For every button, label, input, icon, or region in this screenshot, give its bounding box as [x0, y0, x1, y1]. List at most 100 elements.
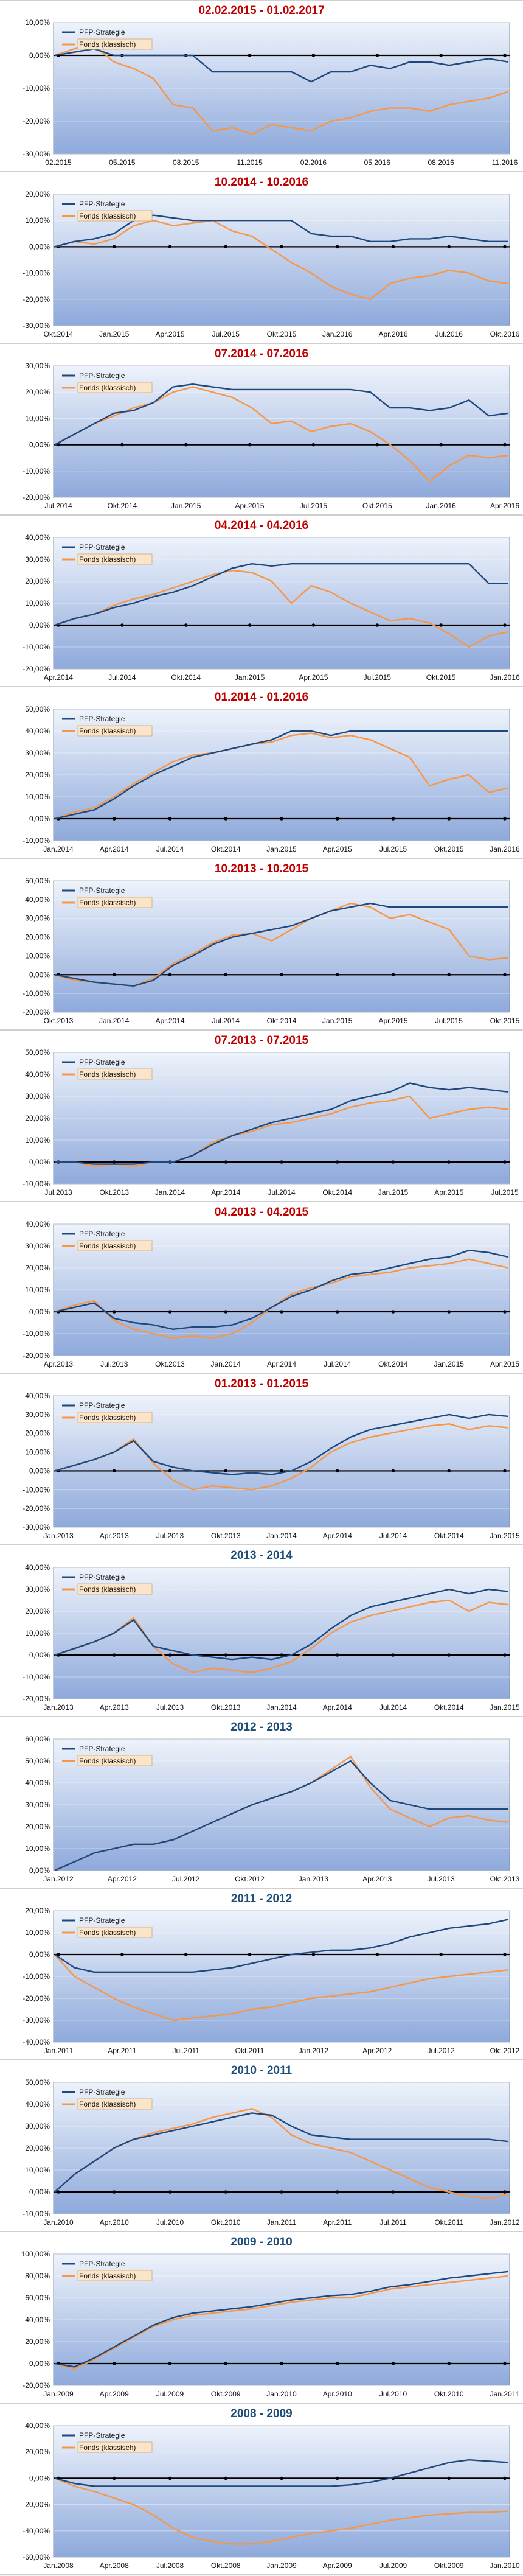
chart-title: 07.2013 - 07.2015 — [214, 1034, 309, 1047]
x-tick-label: Okt.2014 — [44, 330, 74, 338]
zero-line-marker — [447, 2362, 451, 2365]
y-tick-label: -10,00% — [23, 1329, 50, 1338]
chart-panel: 01.2013 - 01.2015 40,00% 30,00% 20,00% 10,00… — [0, 1373, 523, 1545]
zero-line-marker — [447, 2476, 451, 2480]
series-line-fonds — [54, 1258, 509, 1339]
y-tick-label: 10,00% — [25, 793, 50, 801]
zero-line-marker — [168, 1469, 172, 1473]
y-tick-label: -10,00% — [23, 84, 50, 93]
x-tick-label: Jul.2015 — [491, 1188, 519, 1197]
zero-line-marker — [120, 623, 124, 627]
zero-line-marker — [503, 817, 507, 821]
x-tick-label: Jan.2012 — [299, 2046, 329, 2055]
x-tick-label: Jan.2015 — [322, 1017, 353, 1025]
y-tick-label: 40,00% — [25, 2421, 50, 2430]
y-tick-label: -10,00% — [23, 836, 50, 845]
x-tick-label: Jul.2015 — [364, 673, 392, 682]
x-tick-label: Jul.2014 — [268, 1188, 296, 1197]
x-tick-label: Jan.2015 — [235, 673, 265, 682]
x-tick-label: Jan.2014 — [266, 1703, 297, 1712]
zero-line-marker — [248, 443, 252, 447]
series-line-pfp — [54, 47, 509, 83]
x-tick-label: Apr.2013 — [44, 1360, 73, 1368]
y-tick-label: 10,00% — [25, 1844, 50, 1853]
y-tick-label: 0,00% — [29, 970, 50, 979]
series-line-pfp — [54, 730, 508, 820]
x-tick-label: Okt.2013 — [155, 1360, 185, 1368]
y-tick-label: 0,00% — [29, 621, 50, 629]
zero-line-marker — [335, 1653, 339, 1657]
y-tick-label: -40,00% — [23, 2527, 50, 2535]
series-line-pfp — [54, 383, 509, 446]
y-tick-label: 20,00% — [25, 577, 50, 586]
x-tick-label: Jul.2013 — [100, 1360, 128, 1368]
legend-label-fonds: Fonds (klassisch) — [79, 1928, 136, 1937]
x-tick-label: Okt.2013 — [211, 1703, 241, 1712]
y-tick-label: -30,00% — [23, 321, 50, 330]
x-tick-label: Jan.2015 — [171, 502, 201, 510]
y-tick-label: 10,00% — [25, 18, 50, 27]
x-tick-label: 05.2015 — [109, 158, 136, 167]
legend-label-box — [77, 1583, 153, 1595]
x-tick-label: Okt.2014 — [211, 845, 241, 853]
legend-label-fonds: Fonds (klassisch) — [79, 40, 136, 49]
zero-line-marker — [280, 1653, 283, 1657]
x-tick-label: Jan.2015 — [490, 1703, 520, 1712]
zero-line-marker — [224, 817, 228, 821]
x-tick-label: Apr.2015 — [323, 845, 352, 853]
y-tick-label: 30,00% — [25, 362, 50, 370]
x-tick-label: Jan.2009 — [43, 2390, 74, 2398]
y-tick-label: 10,00% — [25, 2166, 50, 2174]
zero-line-marker — [120, 443, 124, 447]
series-line-fonds — [54, 386, 509, 483]
x-tick-label: Apr.2015 — [235, 502, 265, 510]
chart-panel: 01.2014 - 01.2016 50,00% 40,00% 30,00% 20,00… — [0, 687, 523, 858]
line-chart: 40,00% 30,00% 20,00% 10,00% 0,00% -10,00% -20,… — [23, 1391, 520, 1540]
x-tick-label: Okt.2012 — [490, 2046, 520, 2055]
x-tick-label: Jul.2015 — [435, 1017, 463, 1025]
y-tick-label: -10,00% — [23, 989, 50, 998]
legend-label-pfp: PFP-Strategie — [79, 715, 125, 723]
x-tick-label: Jan.2016 — [490, 845, 520, 853]
zero-line-marker — [248, 54, 252, 57]
legend-label-pfp: PFP-Strategie — [79, 200, 125, 208]
series-line-fonds — [54, 1954, 509, 2021]
x-tick-label: Jan.2011 — [44, 2046, 74, 2055]
x-tick-label: Jul.2010 — [156, 2218, 184, 2227]
x-tick-label: Jul.2015 — [300, 502, 328, 510]
zero-line-marker — [280, 2362, 283, 2365]
y-tick-label: 20,00% — [25, 1429, 50, 1438]
zero-line-marker — [184, 1953, 188, 1956]
y-tick-label: 0,00% — [29, 51, 50, 60]
x-tick-label: Okt.2011 — [235, 2046, 265, 2055]
x-tick-label: Jan.2011 — [267, 2218, 297, 2227]
chart-title: 10.2014 - 10.2016 — [214, 176, 309, 189]
zero-line-marker — [439, 443, 443, 447]
y-tick-label: 0,00% — [29, 1158, 50, 1166]
zero-line-marker — [391, 1469, 395, 1473]
zero-line-marker — [112, 1310, 116, 1314]
series-line-pfp — [54, 1760, 508, 1872]
x-tick-label: Jul.2012 — [172, 1875, 200, 1883]
zero-line-marker — [280, 2476, 283, 2480]
y-tick-label: 40,00% — [25, 2315, 50, 2324]
y-tick-label: 20,00% — [25, 388, 50, 396]
x-tick-label: Jul.2013 — [427, 1875, 455, 1883]
zero-line-marker — [224, 2190, 228, 2194]
legend-label-box — [77, 1068, 153, 1080]
x-tick-label: Jan.2015 — [378, 1188, 409, 1197]
zero-line-marker — [391, 1160, 395, 1164]
zero-line-marker — [168, 2190, 172, 2194]
x-tick-label: Jul.2009 — [156, 2390, 184, 2398]
zero-line-marker — [503, 2476, 507, 2480]
x-tick-label: Okt.2015 — [362, 502, 392, 510]
y-tick-label: -20,00% — [23, 295, 50, 304]
series-line-fonds — [54, 732, 509, 820]
legend-label-box — [77, 897, 153, 908]
legend-label-pfp: PFP-Strategie — [79, 371, 125, 380]
legend-label-pfp: PFP-Strategie — [79, 2259, 125, 2268]
x-tick-label: Apr.2014 — [267, 1360, 296, 1368]
series-line-pfp — [54, 1249, 509, 1331]
legend-label-pfp: PFP-Strategie — [79, 1058, 125, 1066]
y-tick-label: 30,00% — [25, 1585, 50, 1594]
